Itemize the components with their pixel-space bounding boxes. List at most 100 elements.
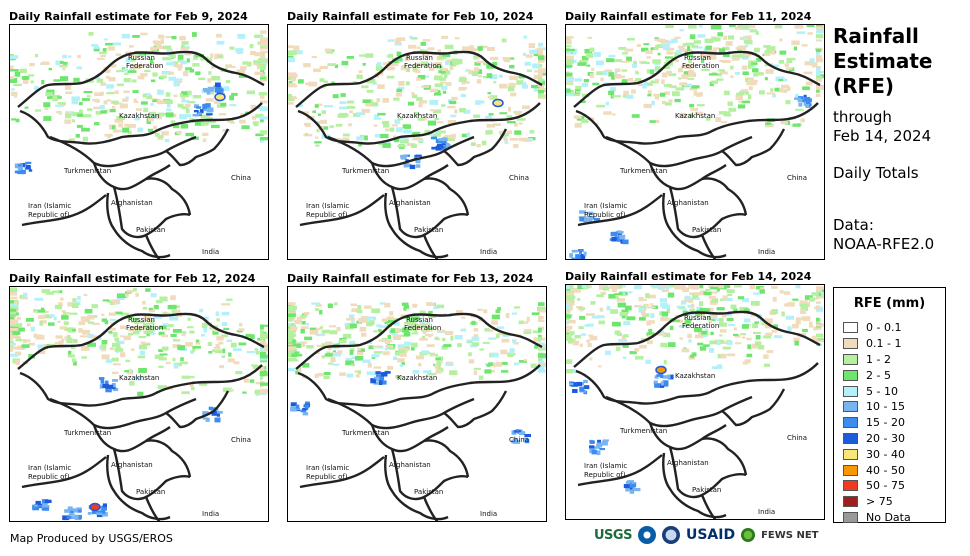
country-label: Turkmenistan [619, 427, 667, 435]
country-border [327, 135, 475, 168]
panel-title: Daily Rainfall estimate for Feb 13, 2024 [287, 272, 534, 285]
country-label: Republic of) [584, 471, 626, 479]
country-label: Turkmenistan [341, 167, 389, 175]
fews-net-logo [741, 528, 756, 542]
country-label: Afghanistan [111, 461, 153, 469]
through-label: through [833, 108, 892, 126]
rainfall-pixels [288, 35, 546, 170]
country-label: Federation [126, 62, 163, 70]
country-label: China [509, 174, 529, 182]
country-label: Iran (Islamic [306, 202, 349, 210]
legend-swatch [843, 369, 858, 381]
country-label: Republic of) [28, 473, 70, 481]
country-border [648, 422, 727, 451]
legend-label: 30 - 40 [866, 447, 905, 461]
country-border [573, 50, 821, 108]
country-label: Afghanistan [389, 199, 431, 207]
legend-label: 0.1 - 1 [866, 337, 902, 351]
product-title-line-2: Estimate [833, 49, 933, 73]
country-label: Russian [684, 54, 711, 62]
noaa-logo [637, 526, 656, 544]
product-title-line-3: (RFE) [833, 74, 895, 98]
country-label: India [758, 508, 775, 516]
country-label: Republic of) [584, 211, 626, 219]
map-panel-feb-11: Daily Rainfall estimate for Feb 11, 2024… [565, 10, 825, 262]
country-label: India [480, 510, 497, 518]
fews-net-label: FEWS NET [761, 529, 819, 541]
country-border [92, 162, 171, 191]
country-label: Kazakhstan [119, 112, 159, 120]
map-panel-feb-9: Daily Rainfall estimate for Feb 9, 2024 … [9, 10, 269, 262]
legend-item: 15 - 20 [843, 415, 911, 431]
country-border [49, 397, 197, 430]
panel-title: Daily Rainfall estimate for Feb 11, 2024 [565, 10, 812, 23]
country-border [443, 390, 508, 429]
country-border [299, 194, 385, 227]
legend-label: > 75 [866, 495, 893, 509]
rainfall-map: Russian Federation Kazakhstan Turkmenistan C… [9, 286, 269, 522]
country-label: Russian [406, 316, 433, 324]
country-border [605, 135, 753, 168]
country-label: Kazakhstan [397, 112, 437, 120]
country-border [423, 177, 470, 216]
legend-item: 30 - 40 [843, 446, 911, 462]
legend-swatch [843, 432, 858, 444]
country-border [423, 439, 470, 478]
country-border [144, 496, 161, 521]
country-label: Turkmenistan [63, 429, 111, 437]
country-border [443, 128, 508, 167]
legend-swatch [843, 338, 858, 350]
country-border [17, 312, 265, 370]
country-label: Pakistan [136, 488, 165, 496]
legend-label: 0 - 0.1 [866, 321, 902, 335]
data-source: NOAA-RFE2.0 [833, 235, 935, 253]
legend-item: > 75 [843, 494, 911, 510]
legend-label: 2 - 5 [866, 368, 891, 382]
legend-item: 50 - 75 [843, 478, 911, 494]
country-label: Republic of) [306, 211, 348, 219]
country-border [165, 128, 230, 167]
country-border [370, 162, 449, 191]
legend-swatch [843, 353, 858, 365]
legend-item: 40 - 50 [843, 462, 911, 478]
legend-swatch [843, 401, 858, 413]
country-border [422, 234, 439, 259]
country-label: Russian [128, 54, 155, 62]
country-label: Turkmenistan [619, 167, 667, 175]
rainfall-map: Russian Federation Kazakhstan Turkmenistan C… [9, 24, 269, 260]
country-label: Afghanistan [667, 199, 709, 207]
legend-item: 2 - 5 [843, 367, 911, 383]
country-border [145, 177, 192, 216]
country-border [299, 456, 385, 489]
legend-item: 10 - 15 [843, 399, 911, 415]
panel-title: Daily Rainfall estimate for Feb 10, 2024 [287, 10, 534, 23]
rainfall-pixels [288, 302, 546, 444]
country-border [648, 162, 727, 191]
country-label: China [787, 174, 807, 182]
legend-item: 1 - 2 [843, 352, 911, 368]
country-label: Afghanistan [111, 199, 153, 207]
country-border [17, 50, 265, 108]
usaid-logo: USAID [685, 527, 736, 543]
legend-swatch [843, 496, 858, 508]
country-border [144, 234, 161, 259]
country-border [49, 135, 197, 168]
country-label: Iran (Islamic [584, 202, 627, 210]
country-label: Russian [128, 316, 155, 324]
country-border [700, 234, 717, 259]
country-label: Federation [404, 62, 441, 70]
legend-swatch [843, 511, 858, 523]
product-title-line-1: Rainfall [833, 24, 919, 48]
country-border [605, 395, 753, 428]
dos-seal-logo [661, 526, 680, 544]
partner-logos: USGS USAID FEWS NET [594, 526, 818, 544]
country-label: Kazakhstan [397, 374, 437, 382]
country-label: Iran (Islamic [28, 202, 71, 210]
totals-label: Daily Totals [833, 164, 919, 182]
country-border [577, 194, 663, 227]
legend-item: 5 - 10 [843, 383, 911, 399]
country-label: Federation [682, 322, 719, 330]
legend-label: 50 - 75 [866, 479, 905, 493]
country-label: India [758, 248, 775, 256]
